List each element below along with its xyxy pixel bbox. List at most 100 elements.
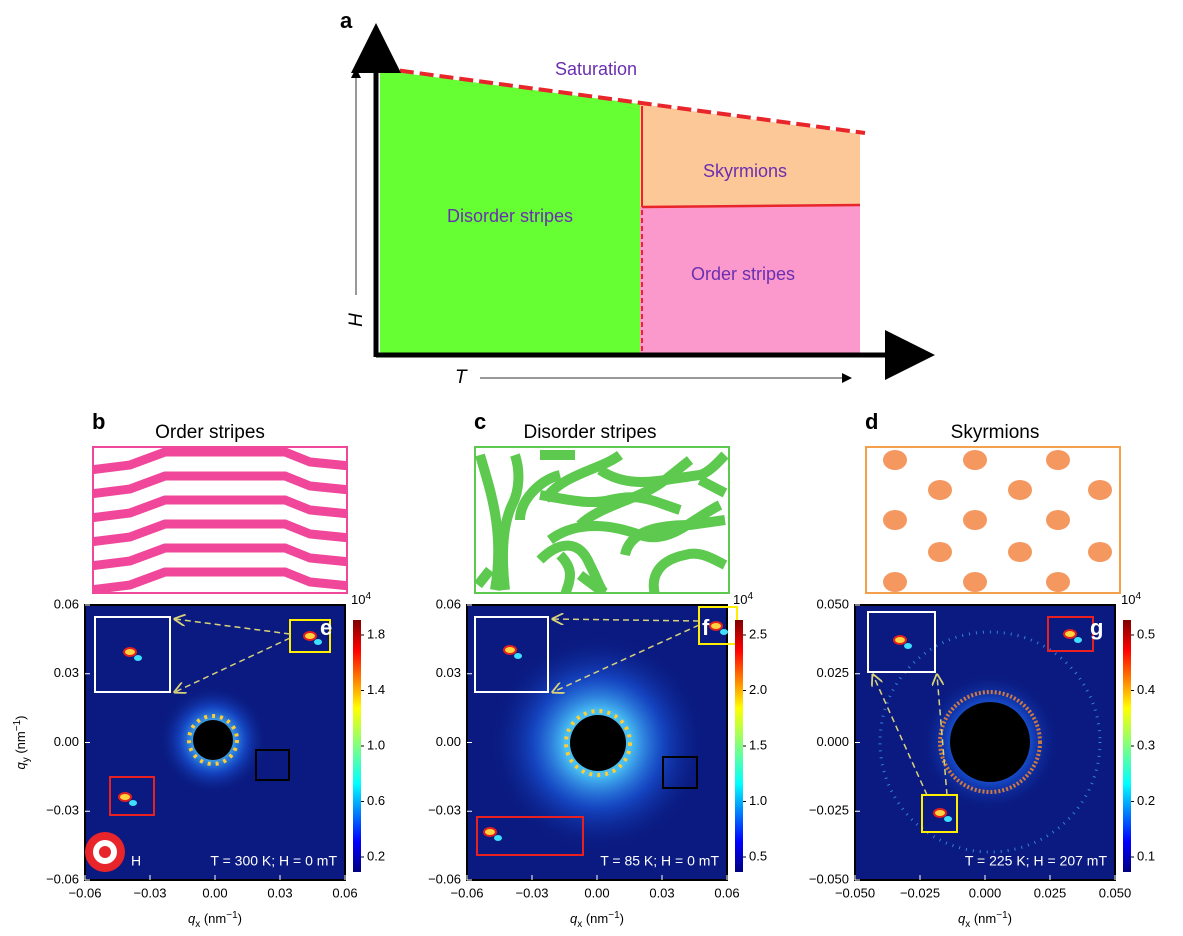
peak [1064,630,1076,638]
peak [304,632,316,640]
label-part: (nm [200,911,226,926]
colorbar [353,620,361,872]
colorbar-tick-label: 1.0 [367,737,385,752]
colorbar-tick-label: 2.5 [749,626,767,641]
peak [129,800,137,806]
y-axis-label: qy (nm−1) [12,716,32,770]
skyrmion [883,450,907,470]
panel-letter: e [320,615,332,640]
axis-label: H [346,313,367,327]
y-tick-label: 0.025 [816,665,849,680]
panel-letter: c [474,409,486,434]
colorbar-tick-label: 1.5 [749,737,767,752]
label-part: ) [13,716,28,720]
y-tick-label: −0.06 [428,871,461,886]
peak [119,793,131,801]
panel-letter: b [92,409,105,434]
x-tick-label: −0.06 [451,885,484,900]
skyrmion [1088,480,1112,500]
axis-label: T [455,367,468,388]
x-tick-label: 0.00 [584,885,609,900]
colorbar [735,620,743,872]
stripe [90,500,350,518]
sketch-title: Skyrmions [951,422,1040,443]
colorbar-tick-label: 0.5 [1137,626,1155,641]
peak [934,809,946,817]
panel-letter: d [865,409,878,434]
x-tick-label: 0.03 [267,885,292,900]
skyrmion [963,510,987,530]
skyrmion [1088,542,1112,562]
x-tick-label: −0.025 [900,885,940,900]
colorbar-tick-label: 0.2 [1137,793,1155,808]
scattering-map: e T = 300 K; H = 0 mT H −0.06 −0.03 0.00 0.03 0… [12,591,385,930]
label-part: 4 [365,591,371,602]
skyrmion [1008,480,1032,500]
y-tick-label: 0.06 [54,596,79,611]
y-tick-label: 0.03 [54,665,79,680]
y-tick-label: 0.050 [816,596,849,611]
disorder-stripes [478,455,725,595]
field-label: H [131,853,141,869]
label-part: (nm [582,911,608,926]
x-axis-label: qx (nm−1) [188,910,242,930]
y-tick-label: −0.025 [809,803,849,818]
phase-diagram: a Saturation Skyrmions Disorder stripes … [340,8,925,388]
field-symbol [99,846,111,858]
panel-letter: g [1090,615,1103,640]
sketch-title: Disorder stripes [523,422,656,443]
label-part: 4 [1135,591,1141,602]
x-tick-label: 0.025 [1034,885,1067,900]
colorbar-exponent: 104 [351,591,371,608]
order-stripes [90,452,350,590]
scattering-map: gT = 225 K; H = 207 mT−0.050−0.0250.0000… [809,591,1155,930]
skyrmion [928,542,952,562]
x-tick-label: 0.06 [714,885,739,900]
colorbar-tick-label: 0.3 [1137,737,1155,752]
map-annotation: T = 225 K; H = 207 mT [965,853,1108,869]
skyrmion [928,480,952,500]
y-tick-label: 0.000 [816,734,849,749]
panel-letter: a [340,8,353,33]
y-tick-label: −0.03 [46,803,79,818]
colorbar-tick-label: 1.8 [367,626,385,641]
map-annotation: T = 300 K; H = 0 mT [210,853,337,869]
beam-stop [570,715,626,771]
scattering-map: fT = 85 K; H = 0 mT−0.06−0.030.000.030.0… [428,591,767,930]
peak [504,646,516,654]
label-part: −1 [12,719,23,731]
stripe [90,452,350,470]
scattering-maps: e T = 300 K; H = 0 mT H −0.06 −0.03 0.00 0.03 0… [12,591,1155,930]
label-part: 10 [351,592,365,607]
peak [514,653,522,659]
sketch-title: Order stripes [155,422,265,443]
beam-stop [950,702,1030,782]
colorbar-exponent: 104 [1121,591,1141,608]
label-part: −1 [226,910,238,921]
colorbar-exponent: 104 [733,591,753,608]
peak [134,655,142,661]
colorbar-tick-label: 1.0 [749,793,767,808]
peak [314,639,322,645]
label-part: (nm [13,731,28,757]
x-tick-label: −0.03 [134,885,167,900]
peak [494,835,502,841]
x-tick-label: 0.03 [649,885,674,900]
colorbar-tick-label: 0.2 [367,848,385,863]
stripe [90,548,350,566]
skyrmion [1046,572,1070,592]
label-part: 10 [1121,592,1135,607]
map-annotation: T = 85 K; H = 0 mT [600,853,719,869]
region-label: Order stripes [691,264,795,284]
label-part: ) [620,911,624,926]
skyrmion [1046,510,1070,530]
colorbar-tick-label: 2.0 [749,682,767,697]
skyrmion-lattice [883,450,1112,592]
y-tick-label: 0.00 [54,734,79,749]
y-tick-label: −0.03 [428,803,461,818]
peak [894,636,906,644]
stripe [90,572,350,590]
label-part: ) [1008,911,1012,926]
x-tick-label: −0.03 [516,885,549,900]
y-tick-label: −0.06 [46,871,79,886]
